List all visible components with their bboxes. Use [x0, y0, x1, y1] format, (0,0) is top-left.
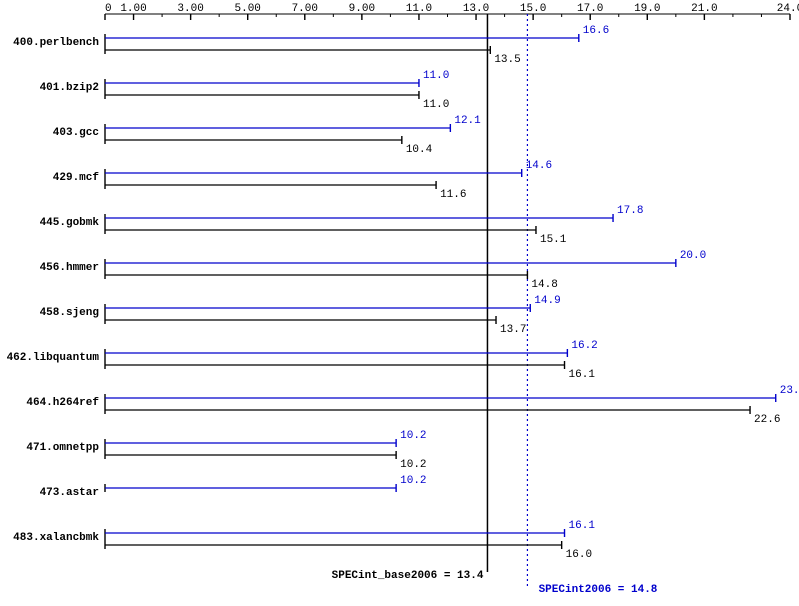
spec-chart: 0 1.00 3.00 5.00 7.00 9.00 11.0 13.0 15.0 17.0 19.…	[0, 0, 799, 606]
base-value: 14.8	[531, 279, 557, 291]
benchmark-label: 456.hmmer	[40, 262, 99, 274]
benchmark-label: 429.mcf	[53, 172, 100, 184]
benchmark-label: 400.perlbench	[13, 37, 99, 49]
peak-value: 23.5	[780, 385, 799, 397]
summary-base: SPECint_base2006 = 13.4	[332, 570, 484, 582]
base-value: 13.5	[494, 54, 520, 66]
base-value: 13.7	[500, 324, 526, 336]
peak-value: 14.6	[526, 160, 552, 172]
base-value: 11.6	[440, 189, 466, 201]
benchmark-label: 458.sjeng	[40, 307, 99, 319]
peak-value: 14.9	[534, 295, 560, 307]
peak-value: 16.2	[571, 340, 597, 352]
base-value: 16.1	[569, 369, 596, 381]
base-value: 10.4	[406, 144, 433, 156]
axis-tick-label: 15.0	[520, 3, 546, 15]
peak-value: 10.2	[400, 430, 426, 442]
base-value: 10.2	[400, 459, 426, 471]
axis-tick-label: 5.00	[235, 3, 261, 15]
peak-value: 17.8	[617, 205, 643, 217]
benchmark-label: 462.libquantum	[7, 352, 100, 364]
base-value: 16.0	[566, 549, 592, 561]
axis-tick-label: 11.0	[406, 3, 432, 15]
benchmark-label: 401.bzip2	[40, 82, 99, 94]
axis-tick-label: 21.0	[691, 3, 717, 15]
axis-tick-label: 19.0	[634, 3, 660, 15]
axis-tick-label: 9.00	[349, 3, 375, 15]
axis-tick-label: 7.00	[292, 3, 318, 15]
axis-tick-label: 13.0	[463, 3, 489, 15]
axis-tick-label: 3.00	[177, 3, 203, 15]
axis-tick-label: 0	[105, 3, 112, 15]
benchmark-label: 471.omnetpp	[26, 442, 99, 454]
peak-value: 11.0	[423, 70, 449, 82]
base-value: 11.0	[423, 99, 449, 111]
peak-value: 12.1	[454, 115, 481, 127]
peak-value: 20.0	[680, 250, 706, 262]
benchmark-label: 445.gobmk	[40, 217, 100, 229]
axis-tick-label: 17.0	[577, 3, 603, 15]
benchmark-label: 483.xalancbmk	[13, 532, 99, 544]
summary-peak: SPECint2006 = 14.8	[539, 584, 658, 596]
axis-tick-label: 24.0	[777, 3, 799, 15]
benchmark-label: 473.astar	[40, 487, 99, 499]
axis-tick-label: 1.00	[120, 3, 146, 15]
peak-value: 16.6	[583, 25, 609, 37]
base-value: 15.1	[540, 234, 567, 246]
peak-value: 10.2	[400, 475, 426, 487]
peak-value: 16.1	[569, 520, 596, 532]
base-value: 22.6	[754, 414, 780, 426]
benchmark-label: 403.gcc	[53, 127, 99, 139]
benchmark-label: 464.h264ref	[26, 397, 99, 409]
